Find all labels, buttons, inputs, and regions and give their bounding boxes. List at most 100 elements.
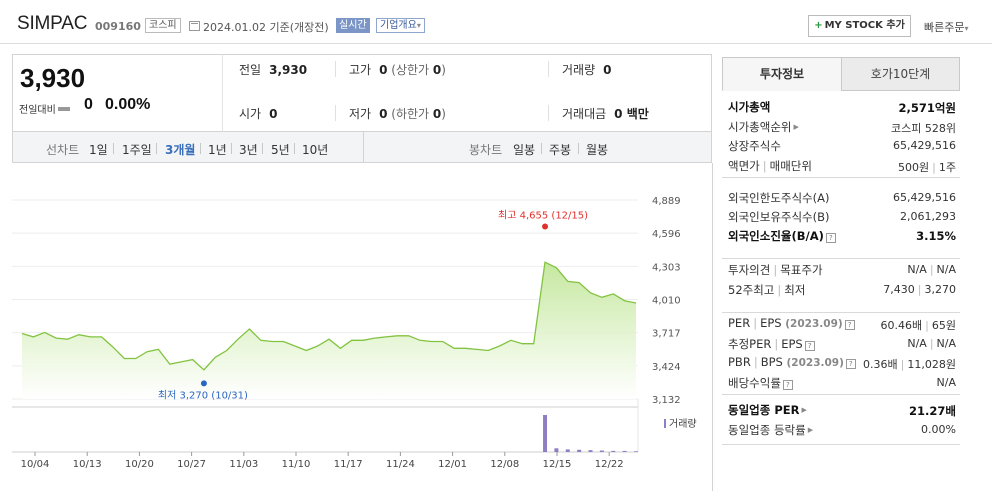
period-5y[interactable]: 5년 — [271, 143, 290, 157]
info-row-label: 상장주식수 — [728, 138, 781, 154]
tab-investment-info[interactable]: 투자정보 — [722, 57, 842, 91]
change-percent: 0.00% — [105, 96, 151, 113]
volume-bar — [599, 450, 604, 452]
info-row-value: 21.27배 — [909, 403, 956, 419]
prev-close-label: 전일 — [239, 63, 262, 77]
y-tick-label: 4,303 — [652, 262, 681, 273]
market-badge: 코스피 — [145, 18, 181, 33]
separator: | — [773, 263, 778, 277]
info-row: 동일업종 등락률 ▶ 0.00% — [728, 422, 956, 440]
info-key-2: BPS — [760, 355, 783, 369]
info-key-2: 목표주가 — [780, 263, 823, 277]
divider — [541, 143, 542, 154]
tab-order-book[interactable]: 호가10단계 — [841, 57, 960, 91]
info-row-value: 0.00% — [921, 423, 956, 436]
separator: | — [777, 282, 782, 297]
info-key: 상장주식수 — [728, 139, 781, 153]
volume-bar — [622, 450, 627, 452]
info-value-2: 1주 — [938, 160, 956, 174]
info-row-label: 동일업종 PER ▶ — [728, 402, 807, 418]
divider — [548, 105, 549, 121]
min-point — [200, 380, 207, 387]
x-tick-label: 12/01 — [438, 459, 467, 470]
divider — [722, 312, 960, 313]
volume-label: 거래량 — [562, 63, 596, 77]
divider — [156, 143, 157, 154]
info-value: 60.46배 — [880, 319, 923, 332]
period-1w[interactable]: 1주일 — [122, 143, 152, 157]
divider — [712, 163, 713, 491]
period-3m[interactable]: 3개월 — [165, 143, 196, 157]
divider — [578, 143, 579, 154]
low-price-label: 저가 — [349, 107, 372, 121]
info-row: 외국인한도주식수(A) 65,429,516 — [728, 190, 956, 208]
company-overview-button[interactable]: 기업개요▾ — [376, 18, 425, 33]
price-chart[interactable]: 4,889 4,596 4,303 4,010 3,717 3,424 3,132 최고 4,… — [12, 188, 712, 491]
period-1d[interactable]: 1일 — [89, 143, 108, 157]
info-value: 65,429,516 — [893, 191, 956, 204]
candle-daily[interactable]: 일봉 — [513, 143, 536, 157]
help-icon[interactable]: ? — [804, 340, 815, 351]
info-row: 외국인보유주식수(B) 2,061,293 — [728, 209, 956, 227]
separator: | — [932, 160, 936, 174]
info-row-value: 60.46배 | 65원 — [881, 317, 956, 333]
info-row-label: 외국인소진율(B/A)? — [728, 228, 836, 244]
volume-legend-swatch — [664, 419, 666, 428]
info-row: 시가총액 2,571억원 — [728, 99, 956, 117]
max-point — [542, 223, 549, 230]
info-key: 외국인소진율(B/A) — [728, 229, 824, 243]
volume-bar — [588, 450, 593, 452]
info-period: (2023.09) — [785, 318, 843, 330]
info-value-2: 65원 — [931, 319, 956, 332]
my-stock-add-button[interactable]: + MY STOCK 추가 — [808, 15, 911, 37]
x-tick-label: 10/20 — [125, 459, 154, 470]
stock-header: SIMPAC 009160 코스피 2024.01.02 기준(개장전) 실시간… — [0, 0, 992, 44]
period-3y[interactable]: 3년 — [239, 143, 258, 157]
info-row-label: 추정PER | EPS? — [728, 336, 815, 352]
info-value: N/A — [936, 375, 956, 389]
help-icon[interactable]: ? — [844, 320, 855, 330]
info-row-label: PBR | BPS (2023.09)? — [728, 355, 856, 369]
volume-label: 거래량 — [669, 418, 697, 430]
info-row: PER | EPS (2023.09)? 60.46배 | 65원 — [728, 316, 956, 334]
info-key: PER — [728, 316, 751, 330]
plus-icon: + — [814, 20, 823, 31]
help-icon[interactable]: ? — [845, 359, 856, 369]
period-10y[interactable]: 10년 — [302, 143, 329, 157]
prev-close: 전일 3,930 — [239, 61, 307, 78]
help-icon[interactable]: ? — [825, 233, 836, 243]
info-row-value: 3.15% — [916, 229, 956, 243]
divider — [335, 61, 336, 77]
info-key: 52주최고 — [728, 282, 775, 297]
y-tick-label: 4,596 — [652, 229, 681, 240]
info-row-value: N/A | N/A — [907, 337, 956, 350]
info-row-value: N/A | N/A — [907, 263, 956, 276]
info-row-value: 2,571억원 — [898, 100, 956, 116]
change-value: 0 — [84, 96, 93, 113]
realtime-button[interactable]: 실시간 — [336, 18, 370, 33]
help-icon[interactable]: ? — [782, 379, 793, 390]
info-row-label: 외국인한도주식수(A) — [728, 190, 829, 206]
x-tick-label: 12/08 — [490, 459, 519, 470]
candle-weekly[interactable]: 주봉 — [549, 143, 572, 157]
candle-monthly[interactable]: 월봉 — [586, 143, 609, 157]
period-1y[interactable]: 1년 — [208, 143, 227, 157]
calendar-icon — [189, 21, 200, 31]
change-label-text: 전일대비 — [19, 105, 56, 116]
info-key: 동일업종 등락률 — [728, 422, 806, 437]
stock-code: 009160 — [95, 20, 141, 33]
divider — [722, 258, 960, 259]
quick-order-button[interactable]: 빠른주문▾ — [924, 19, 969, 35]
info-row-value: 7,430 | 3,270 — [883, 283, 956, 296]
trade-amount-value: 0 백만 — [614, 107, 649, 121]
info-key-2: EPS — [781, 336, 803, 351]
divider — [262, 143, 263, 154]
info-value: 0.00% — [921, 422, 956, 436]
y-tick-label: 4,889 — [652, 196, 681, 207]
info-row: 액면가 | 매매단위 500원 | 1주 — [728, 158, 956, 176]
info-row-label[interactable]: 시가총액순위 ▶ — [728, 119, 799, 135]
info-value: 65,429,516 — [893, 139, 956, 152]
separator: | — [929, 263, 934, 276]
info-value: 500원 — [898, 160, 930, 174]
divider — [722, 394, 960, 395]
